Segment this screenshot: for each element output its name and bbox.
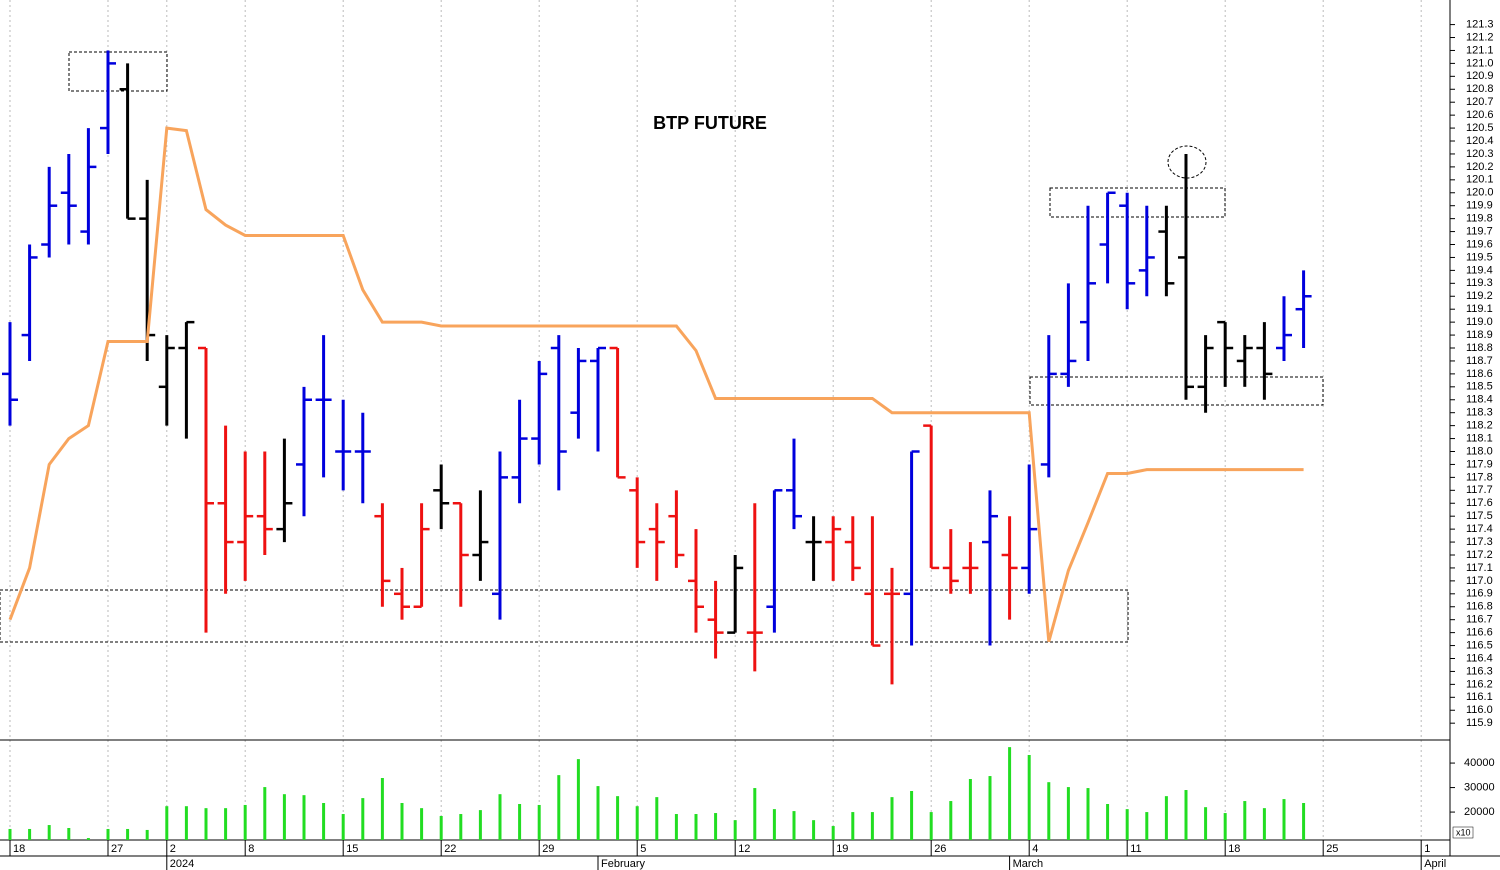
y-tick-label: 120.3: [1466, 148, 1494, 160]
y-tick-label: 116.8: [1466, 601, 1493, 613]
y-tick-label: 118.0: [1466, 445, 1493, 457]
annotation-box: [1049, 187, 1226, 218]
x-tick-label: 19: [836, 843, 848, 855]
x-tick-label: 4: [1032, 843, 1038, 855]
x-tick-label: 26: [934, 843, 946, 855]
y-tick-label: 116.7: [1466, 614, 1493, 626]
month-label: 2024: [170, 858, 194, 870]
month-label: February: [601, 858, 646, 870]
y-tick-label: 117.8: [1466, 471, 1493, 483]
volume-unit: x10: [1456, 827, 1471, 837]
month-label: March: [1013, 858, 1044, 870]
y-tick-label: 120.6: [1466, 109, 1494, 121]
y-tick-label: 120.2: [1466, 161, 1494, 173]
y-tick-label: 117.2: [1466, 549, 1493, 561]
y-tick-label: 116.5: [1466, 639, 1493, 651]
y-tick-label: 20000: [1464, 806, 1495, 818]
y-tick-label: 118.9: [1466, 329, 1493, 341]
y-tick-label: 120.4: [1466, 135, 1494, 147]
x-tick-label: 2: [170, 843, 176, 855]
y-tick-label: 116.6: [1466, 627, 1493, 639]
x-tick-label: 12: [738, 843, 750, 855]
y-tick-label: 120.0: [1466, 187, 1494, 199]
y-tick-label: 116.9: [1466, 588, 1493, 600]
x-tick-label: 15: [346, 843, 358, 855]
y-tick-label: 116.1: [1466, 691, 1493, 703]
y-tick-label: 115.9: [1466, 717, 1493, 729]
y-tick-label: 121.0: [1466, 57, 1494, 69]
y-tick-label: 40000: [1464, 757, 1495, 769]
y-tick-label: 118.5: [1466, 381, 1493, 393]
y-tick-label: 117.4: [1466, 523, 1493, 535]
x-tick-label: 1: [1424, 843, 1430, 855]
y-tick-label: 117.1: [1466, 562, 1493, 574]
y-tick-label: 118.3: [1466, 407, 1493, 419]
y-tick-label: 118.2: [1466, 420, 1493, 432]
y-tick-label: 120.9: [1466, 70, 1494, 82]
y-tick-label: 117.9: [1466, 458, 1493, 470]
annotation-box: [68, 51, 168, 92]
x-tick-label: 18: [1228, 843, 1240, 855]
y-tick-label: 116.3: [1466, 665, 1493, 677]
y-tick-label: 119.4: [1466, 264, 1493, 276]
y-tick-label: 119.9: [1466, 200, 1493, 212]
unit-box: [1452, 826, 1474, 839]
y-tick-label: 30000: [1464, 781, 1495, 793]
y-tick-label: 118.6: [1466, 368, 1493, 380]
y-tick-label: 118.4: [1466, 394, 1493, 406]
y-tick-label: 116.0: [1466, 704, 1493, 716]
chart-title: BTP FUTURE: [653, 113, 767, 133]
y-tick-label: 120.1: [1466, 174, 1494, 186]
annotation-box: [1029, 376, 1324, 406]
y-tick-label: 121.2: [1466, 31, 1494, 43]
y-tick-label: 119.5: [1466, 251, 1493, 263]
y-tick-label: 116.2: [1466, 678, 1493, 690]
y-tick-label: 118.8: [1466, 342, 1493, 354]
y-tick-label: 119.6: [1466, 238, 1493, 250]
y-tick-label: 117.7: [1466, 484, 1493, 496]
y-tick-label: 120.5: [1466, 122, 1494, 134]
y-tick-label: 120.8: [1466, 83, 1494, 95]
y-tick-label: 121.3: [1466, 18, 1494, 30]
y-tick-label: 119.8: [1466, 213, 1493, 225]
y-tick-label: 116.4: [1466, 652, 1493, 664]
x-tick-label: 11: [1130, 843, 1141, 855]
indicator-line: [8, 126, 1304, 643]
y-tick-label: 118.7: [1466, 355, 1493, 367]
y-tick-label: 121.1: [1466, 44, 1494, 56]
y-tick-label: 117.5: [1466, 510, 1493, 522]
y-tick-label: 119.2: [1466, 290, 1493, 302]
x-tick-label: 22: [444, 843, 456, 855]
x-tick-label: 5: [640, 843, 646, 855]
y-tick-label: 117.0: [1466, 575, 1493, 587]
y-tick-label: 117.6: [1466, 497, 1493, 509]
y-tick-label: 120.7: [1466, 96, 1494, 108]
y-tick-label: 119.3: [1466, 277, 1493, 289]
x-tick-label: 8: [248, 843, 254, 855]
y-tick-label: 118.1: [1466, 432, 1493, 444]
y-tick-label: 119.1: [1466, 303, 1493, 315]
x-tick-label: 18: [13, 843, 25, 855]
x-tick-label: 25: [1326, 843, 1338, 855]
y-tick-label: 119.7: [1466, 225, 1493, 237]
x-tick-label: 29: [542, 843, 554, 855]
y-tick-label: 119.0: [1466, 316, 1493, 328]
month-label: April: [1424, 858, 1446, 870]
y-tick-label: 117.3: [1466, 536, 1493, 548]
x-tick-label: 27: [111, 843, 123, 855]
